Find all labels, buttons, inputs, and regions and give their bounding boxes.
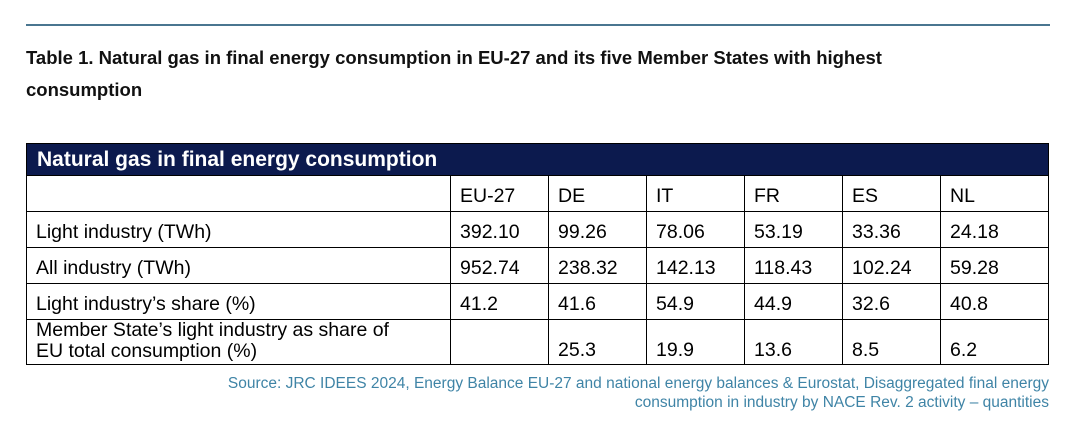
table-row: Member State’s light industry as share o… [26,319,1050,365]
table-cell: 238.32 [548,247,647,284]
table-cell: 53.19 [744,211,843,248]
table-cell: 41.6 [548,283,647,320]
table-cell: 952.74 [450,247,549,284]
top-rule [26,24,1050,26]
table-row: All industry (TWh) 952.74 238.32 142.13 … [26,247,1050,284]
table-cell: 54.9 [646,283,745,320]
caption-line-2: consumption [26,79,143,100]
row-label: Light industry (TWh) [26,211,451,248]
table-cell: 25.3 [548,319,647,365]
table-cell: 78.06 [646,211,745,248]
column-header: NL [939,175,1050,212]
table-cell: 142.13 [646,247,745,284]
table-cell: 8.5 [842,319,941,365]
column-header: IT [646,175,745,212]
table-cell: 44.9 [744,283,843,320]
row-label: Member State’s light industry as share o… [26,319,451,365]
table-row: Light industry (TWh) 392.10 99.26 78.06 … [26,211,1050,248]
row-label-line-1: Member State’s light industry as share o… [36,319,389,341]
row-label: All industry (TWh) [26,247,451,284]
table-row: Light industry’s share (%) 41.2 41.6 54.… [26,283,1050,320]
table-cell: 102.24 [842,247,941,284]
gas-consumption-table: Natural gas in final energy consumption … [25,143,1050,365]
table-cell: 32.6 [842,283,941,320]
table-cell: 33.36 [842,211,941,248]
table-cell: 40.8 [939,283,1050,320]
column-header: EU-27 [450,175,549,212]
table-cell: 13.6 [744,319,843,365]
caption-line-1: Table 1. Natural gas in final energy con… [26,47,882,68]
table-cell: 41.2 [450,283,549,320]
table-cell: 99.26 [548,211,647,248]
column-header: DE [548,175,647,212]
column-header: FR [744,175,843,212]
table-cell: 6.2 [939,319,1050,365]
source-note: Source: JRC IDEES 2024, Energy Balance E… [29,374,1049,412]
table-cell: 19.9 [646,319,745,365]
row-label-line-2: EU total consumption (%) [36,340,258,362]
table-title-row: Natural gas in final energy consumption [25,143,1050,176]
table-caption: Table 1. Natural gas in final energy con… [26,42,1036,106]
table-cell: 118.43 [744,247,843,284]
table-cell: 59.28 [939,247,1050,284]
column-header: ES [842,175,941,212]
table-title: Natural gas in final energy consumption [25,143,1050,176]
table-cell: 392.10 [450,211,549,248]
table-header-row: EU-27 DE IT FR ES NL [26,175,1050,212]
source-line-2: consumption in industry by NACE Rev. 2 a… [634,394,1049,411]
row-label: Light industry’s share (%) [26,283,451,320]
source-line-1: Source: JRC IDEES 2024, Energy Balance E… [227,375,1049,392]
table-cell [450,319,549,365]
header-empty-cell [26,175,451,212]
table-cell: 24.18 [939,211,1050,248]
